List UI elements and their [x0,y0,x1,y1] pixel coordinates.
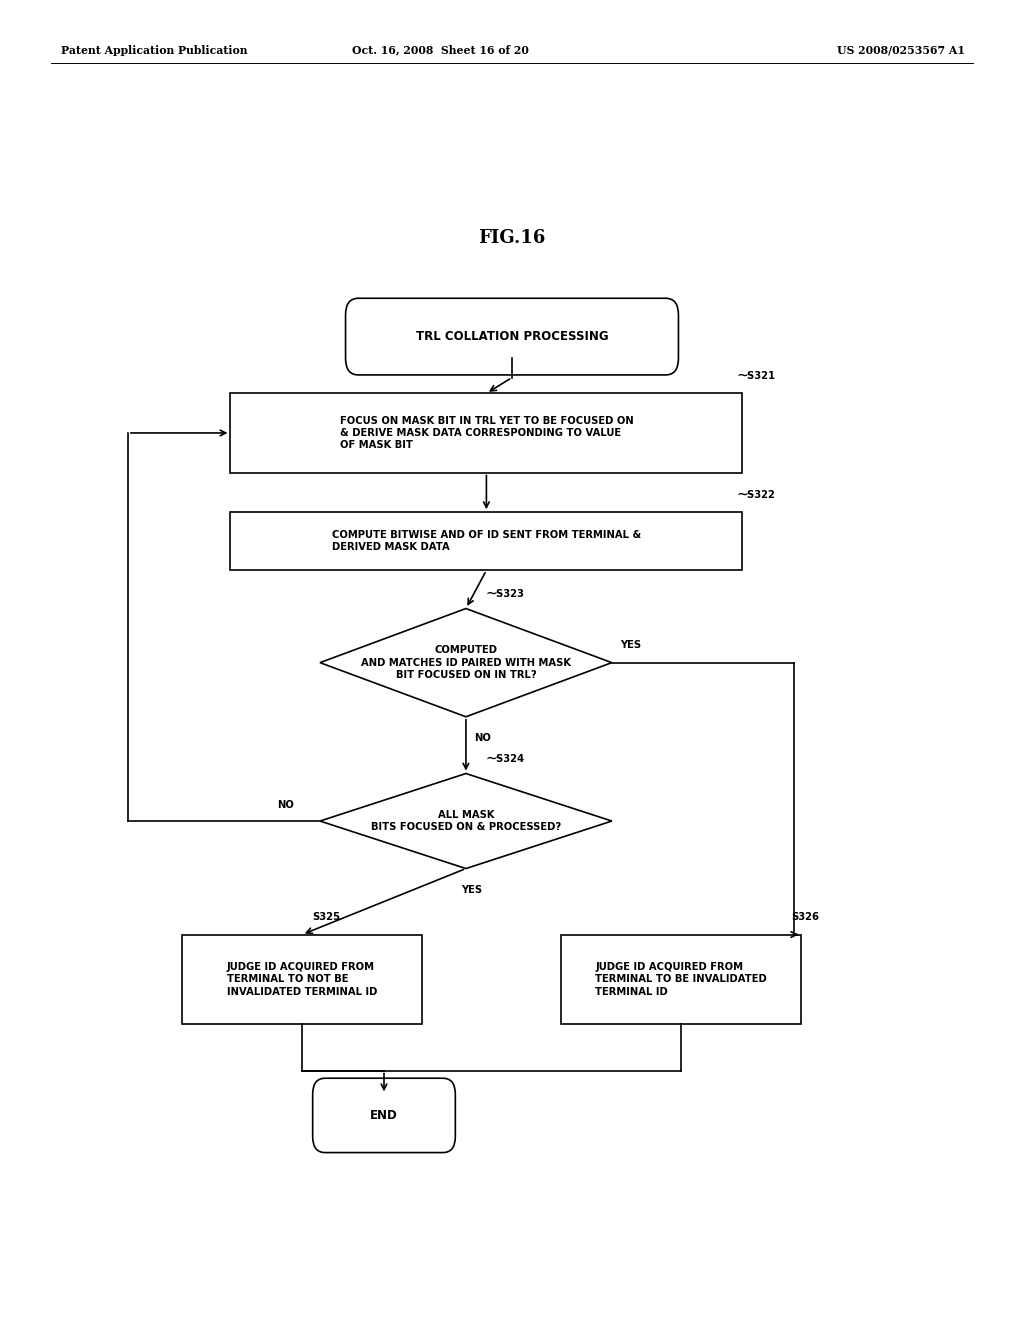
Text: TRL COLLATION PROCESSING: TRL COLLATION PROCESSING [416,330,608,343]
Text: YES: YES [621,640,641,651]
Text: YES: YES [461,884,482,895]
Text: NO: NO [474,733,490,743]
Bar [182,935,422,1024]
Text: FIG.16: FIG.16 [478,228,546,247]
Text: ⁓S323: ⁓S323 [486,589,524,599]
Bar [230,512,742,570]
Polygon shape [319,774,612,869]
Text: FOCUS ON MASK BIT IN TRL YET TO BE FOCUSED ON
& DERIVE MASK DATA CORRESPONDING T: FOCUS ON MASK BIT IN TRL YET TO BE FOCUS… [340,416,633,450]
Text: S326: S326 [791,912,819,923]
Text: ⁓S324: ⁓S324 [486,754,524,764]
Text: ⁓S322: ⁓S322 [737,490,775,500]
Text: END: END [370,1109,398,1122]
Text: COMPUTED
AND MATCHES ID PAIRED WITH MASK
BIT FOCUSED ON IN TRL?: COMPUTED AND MATCHES ID PAIRED WITH MASK… [360,645,571,680]
FancyBboxPatch shape [345,298,679,375]
Text: NO: NO [276,800,294,810]
Text: Oct. 16, 2008  Sheet 16 of 20: Oct. 16, 2008 Sheet 16 of 20 [352,45,528,55]
Text: COMPUTE BITWISE AND OF ID SENT FROM TERMINAL &
DERIVED MASK DATA: COMPUTE BITWISE AND OF ID SENT FROM TERM… [332,531,641,552]
Text: JUDGE ID ACQUIRED FROM
TERMINAL TO BE INVALIDATED
TERMINAL ID: JUDGE ID ACQUIRED FROM TERMINAL TO BE IN… [595,962,767,997]
Polygon shape [319,609,612,717]
FancyBboxPatch shape [312,1078,456,1152]
Text: ⁓S321: ⁓S321 [737,371,775,381]
Text: S325: S325 [312,912,340,923]
Text: Patent Application Publication: Patent Application Publication [61,45,248,55]
Text: US 2008/0253567 A1: US 2008/0253567 A1 [838,45,965,55]
Text: JUDGE ID ACQUIRED FROM
TERMINAL TO NOT BE
INVALIDATED TERMINAL ID: JUDGE ID ACQUIRED FROM TERMINAL TO NOT B… [227,962,377,997]
Text: ALL MASK
BITS FOCUSED ON & PROCESSED?: ALL MASK BITS FOCUSED ON & PROCESSED? [371,810,561,832]
Bar [561,935,802,1024]
Bar [230,393,742,473]
